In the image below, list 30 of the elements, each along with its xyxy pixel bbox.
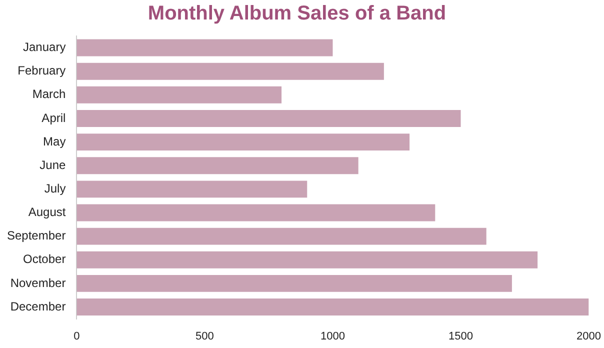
x-tick-label: 1000 <box>320 330 345 342</box>
chart-title: Monthly Album Sales of a Band <box>148 2 446 25</box>
bar <box>76 86 282 104</box>
y-tick-label: February <box>18 64 66 78</box>
x-tick-label: 500 <box>196 330 214 342</box>
bar <box>76 251 538 268</box>
y-tick-label: January <box>22 40 66 54</box>
bar <box>76 110 461 127</box>
bar <box>76 180 308 198</box>
bar <box>76 274 512 292</box>
x-tick-label: 2000 <box>576 330 602 342</box>
bar <box>76 298 589 316</box>
y-tick-label: July <box>44 181 66 196</box>
bar <box>76 134 410 151</box>
y-tick-label: April <box>42 110 66 125</box>
y-tick-label: October <box>23 252 66 266</box>
y-tick-label: May <box>43 134 66 148</box>
y-tick-label: March <box>32 87 66 102</box>
y-tick-label: September <box>6 228 66 243</box>
x-tick-label: 1500 <box>448 330 473 342</box>
y-tick-label: June <box>40 158 66 172</box>
bar <box>76 204 436 222</box>
y-tick-label: December <box>10 299 66 314</box>
bar <box>76 39 333 56</box>
bar <box>76 62 384 80</box>
y-tick-label: August <box>28 205 66 220</box>
x-tick-label: 0 <box>74 330 80 342</box>
bar <box>76 157 358 174</box>
bar <box>76 228 486 245</box>
y-tick-label: November <box>10 276 66 290</box>
